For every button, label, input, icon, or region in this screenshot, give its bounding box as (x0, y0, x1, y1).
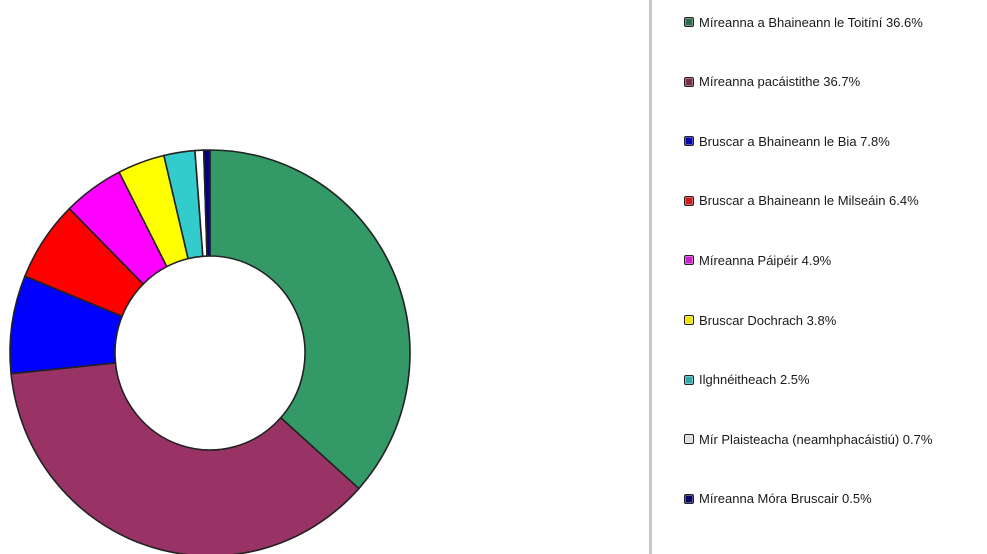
legend-label: Míreanna a Bhaineann le Toitíní 36.6% (699, 14, 923, 30)
chart-area (9, 149, 411, 554)
legend-label: Bruscar a Bhaineann le Bia 7.8% (699, 133, 890, 149)
legend-swatch (684, 76, 694, 87)
donut-slice (10, 362, 360, 554)
donut-chart (9, 149, 411, 554)
legend-label: Mír Plaisteacha (neamhphacáistiú) 0.7% (699, 431, 933, 447)
legend-label: Bruscar Dochrach 3.8% (699, 312, 837, 328)
legend-swatch (684, 315, 694, 325)
legend-swatch (684, 17, 694, 27)
legend-swatch (684, 434, 694, 445)
legend-item: Bruscar Dochrach 3.8% (684, 310, 836, 330)
legend-item: Ilghnéitheach 2.5% (684, 370, 810, 390)
donut-slice (209, 149, 411, 490)
legend-item: Bruscar a Bhaineann le Milseáin 6.4% (684, 191, 919, 211)
legend-label: Bruscar a Bhaineann le Milseáin 6.4% (699, 193, 919, 209)
legend-divider (649, 0, 652, 554)
legend-item: Míreanna a Bhaineann le Toitíní 36.6% (684, 12, 923, 32)
legend-item: Mír Plaisteacha (neamhphacáistiú) 0.7% (684, 429, 932, 449)
legend-item: Míreanna pacáistithe 36.7% (684, 72, 860, 92)
legend-swatch (684, 374, 694, 385)
legend-label: Míreanna Páipéir 4.9% (699, 252, 832, 268)
legend-label: Míreanna pacáistithe 36.7% (699, 74, 861, 90)
legend-item: Bruscar a Bhaineann le Bia 7.8% (684, 131, 890, 151)
donut-slice (202, 149, 211, 257)
legend-swatch (684, 136, 694, 147)
legend-item: Míreanna Páipéir 4.9% (684, 250, 831, 270)
legend-item: Míreanna Móra Bruscair 0.5% (684, 489, 872, 509)
legend: Míreanna a Bhaineann le Toitíní 36.6% Mír… (684, 0, 987, 554)
legend-swatch (684, 255, 694, 266)
legend-label: Míreanna Móra Bruscair 0.5% (699, 491, 872, 507)
legend-label: Ilghnéitheach 2.5% (699, 372, 810, 388)
legend-swatch (684, 493, 694, 504)
legend-swatch (684, 195, 694, 206)
